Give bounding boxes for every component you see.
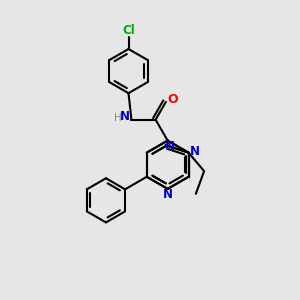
Text: H: H	[114, 113, 122, 124]
Text: N: N	[165, 140, 175, 153]
Text: O: O	[167, 93, 178, 106]
Text: N: N	[190, 145, 200, 158]
Text: Cl: Cl	[122, 24, 135, 37]
Text: N: N	[120, 110, 130, 123]
Text: N: N	[163, 188, 173, 201]
